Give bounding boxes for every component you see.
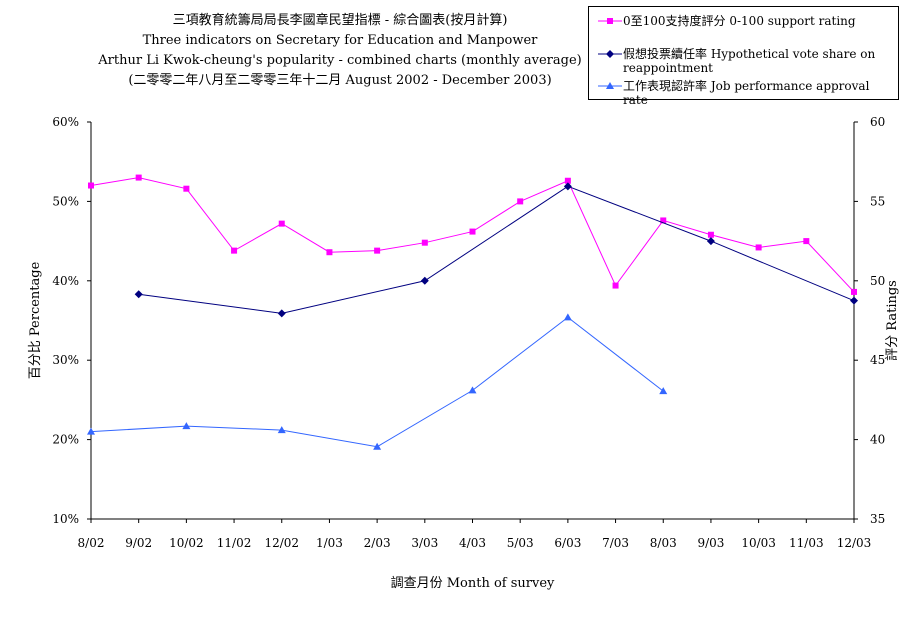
data-point-square (564, 177, 571, 184)
chart-title-line-1: 三項教育統籌局局長李國章民望指標 - 綜合圖表(按月計算) (172, 13, 508, 28)
data-point-square (374, 247, 381, 254)
y2-tick-label: 50 (870, 274, 885, 288)
legend-label-vote-share: 假想投票續任率 Hypothetical vote share on reapp… (623, 47, 876, 75)
square-marker-icon (598, 18, 622, 24)
x-tick-label: 6/03 (554, 536, 581, 550)
y2-tick-label: 45 (870, 353, 885, 367)
data-point-diamond (277, 309, 286, 318)
data-point-square (612, 282, 619, 289)
x-tick-label: 8/03 (650, 536, 677, 550)
legend-label-approval-rate: 工作表現認許率 Job performance approval rate (623, 79, 870, 107)
data-point-triangle (563, 313, 572, 321)
data-point-square (278, 220, 285, 227)
y2-tick-label: 55 (870, 194, 885, 208)
diamond-marker-icon (598, 50, 622, 58)
data-point-square (326, 249, 333, 256)
x-tick-label: 11/02 (217, 536, 252, 550)
x-tick-label: 11/03 (789, 536, 824, 550)
y-tick-label: 30% (52, 353, 79, 367)
data-point-square (707, 231, 714, 238)
data-point-triangle (659, 387, 668, 395)
data-point-square (469, 228, 476, 235)
data-point-square (851, 288, 857, 295)
data-point-square (517, 198, 524, 205)
triangle-marker-icon (598, 82, 622, 89)
data-point-square (231, 247, 238, 254)
data-point-triangle (373, 442, 382, 450)
data-point-square (421, 239, 428, 246)
chart-title-line-3: Arthur Li Kwok-cheung's popularity - com… (98, 53, 582, 68)
x-tick-label: 9/03 (697, 536, 724, 550)
x-tick-label: 1/03 (316, 536, 343, 550)
chart-title-line-2: Three indicators on Secretary for Educat… (142, 33, 538, 48)
x-tick-label: 10/03 (741, 536, 776, 550)
x-axis-title: 調查月份 Month of survey (391, 576, 555, 591)
x-tick-label: 4/03 (459, 536, 486, 550)
x-tick-label: 12/02 (264, 536, 299, 550)
legend-item-support-rating: 0至100支持度評分 0-100 support rating (597, 14, 888, 28)
series-line-1 (90, 177, 855, 293)
data-point-diamond (706, 237, 715, 246)
data-point-square (660, 217, 667, 224)
y-tick-label: 20% (52, 433, 79, 447)
series-line-3 (90, 316, 664, 448)
data-point-diamond (134, 290, 143, 299)
series-line-2 (138, 185, 855, 314)
x-tick-label: 8/02 (78, 536, 105, 550)
y-tick-label: 10% (52, 512, 79, 526)
data-point-square (803, 238, 810, 245)
x-tick-label: 2/03 (364, 536, 391, 550)
x-tick-label: 5/03 (507, 536, 534, 550)
data-point-square (755, 244, 762, 251)
data-point-diamond (850, 296, 858, 305)
data-point-diamond (420, 276, 429, 285)
legend-item-vote-share: 假想投票續任率 Hypothetical vote share on reapp… (597, 47, 888, 75)
data-point-triangle (277, 426, 286, 434)
chart-legend: 0至100支持度評分 0-100 support rating 假想投票續任率 … (588, 6, 899, 107)
data-point-triangle (182, 422, 191, 430)
chart-title-line-4: (二零零二年八月至二零零三年十二月 August 2002 - December… (128, 73, 552, 88)
x-tick-label: 12/03 (837, 536, 872, 550)
x-tick-label: 9/02 (125, 536, 152, 550)
y2-tick-label: 60 (870, 115, 885, 129)
legend-item-approval-rate: 工作表現認許率 Job performance approval rate (597, 79, 888, 107)
data-point-diamond (563, 182, 572, 191)
data-point-square (183, 185, 190, 192)
y2-axis-title: 評分 Ratings (885, 280, 900, 361)
y2-tick-label: 35 (870, 512, 885, 526)
data-point-square (88, 182, 94, 189)
data-point-square (135, 174, 142, 181)
legend-label-support-rating: 0至100支持度評分 0-100 support rating (623, 14, 856, 28)
y-tick-label: 60% (52, 115, 79, 129)
x-tick-label: 10/02 (169, 536, 204, 550)
y2-tick-label: 40 (870, 433, 885, 447)
data-point-triangle (468, 386, 477, 394)
y-tick-label: 40% (52, 274, 79, 288)
y-axis-title: 百分比 Percentage (28, 261, 43, 379)
x-tick-label: 7/03 (602, 536, 629, 550)
y-tick-label: 50% (52, 194, 79, 208)
x-tick-label: 3/03 (411, 536, 438, 550)
data-point-triangle (87, 427, 95, 435)
